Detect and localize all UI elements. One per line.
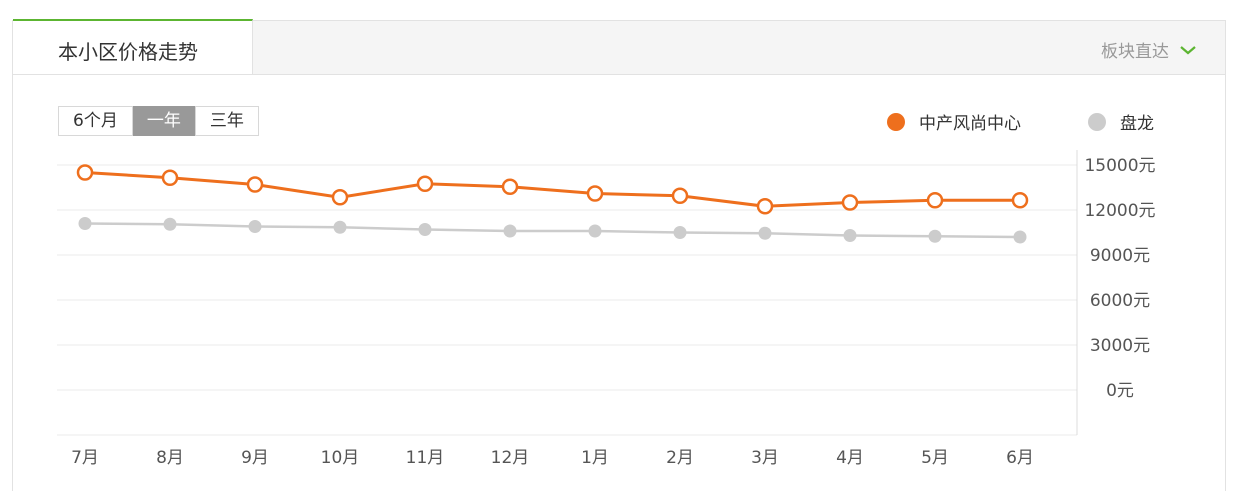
x-tick-label: 5月 xyxy=(921,448,949,468)
legend-dot-series-2 xyxy=(1088,112,1106,131)
data-point xyxy=(333,220,347,234)
chevron-down-icon xyxy=(1180,45,1196,54)
data-point xyxy=(246,176,264,193)
panel-header: 本小区价格走势 板块直达 xyxy=(13,19,1225,75)
data-point xyxy=(1011,192,1029,209)
period-3-years-button[interactable]: 三年 xyxy=(194,106,258,136)
block-direct-link[interactable]: 板块直达 xyxy=(1101,37,1197,62)
data-point xyxy=(926,192,944,209)
data-point xyxy=(331,189,349,206)
x-tick-label: 11月 xyxy=(406,448,445,468)
tab-price-trend-label: 本小区价格走势 xyxy=(58,40,198,64)
data-point xyxy=(161,169,179,186)
data-point xyxy=(501,178,519,195)
data-point xyxy=(758,226,772,240)
data-point xyxy=(586,185,604,202)
x-tick-label: 2月 xyxy=(666,448,694,468)
data-point xyxy=(76,164,94,181)
x-tick-label: 8月 xyxy=(156,448,184,468)
data-point xyxy=(843,229,857,242)
x-tick-label: 3月 xyxy=(751,448,779,468)
data-point xyxy=(503,224,517,238)
x-tick-label: 4月 xyxy=(836,448,864,468)
y-tick-label: 6000元 xyxy=(1090,291,1150,311)
data-point xyxy=(163,217,177,231)
x-tick-label: 12月 xyxy=(491,448,530,468)
data-point xyxy=(418,223,432,236)
block-direct-label: 板块直达 xyxy=(1101,42,1169,62)
period-selector: 6个月 一年 三年 xyxy=(58,106,259,136)
data-point xyxy=(756,198,774,215)
series-line-2 xyxy=(84,222,1021,239)
data-point xyxy=(78,217,92,230)
y-tick-label: 9000元 xyxy=(1090,246,1150,266)
y-tick-label: 0元 xyxy=(1106,381,1134,401)
y-tick-label: 12000元 xyxy=(1084,201,1155,221)
period-1-year-button[interactable]: 一年 xyxy=(131,106,195,136)
data-point xyxy=(671,187,689,204)
data-point xyxy=(928,229,942,243)
legend-label-series-2: 盘龙 xyxy=(1120,114,1154,134)
tab-price-trend[interactable]: 本小区价格走势 xyxy=(13,19,253,74)
data-point xyxy=(416,175,434,192)
x-tick-label: 9月 xyxy=(241,448,269,468)
series-line-1 xyxy=(84,171,1020,208)
legend-label-series-1: 中产风尚中心 xyxy=(919,114,1021,134)
x-tick-label: 1月 xyxy=(581,448,609,468)
x-tick-label: 10月 xyxy=(321,448,360,468)
legend-item-series-2[interactable]: 盘龙 xyxy=(1088,109,1154,134)
data-point xyxy=(588,224,602,238)
price-line-chart: 15000元 12000元 9000元 6000元 3000元 0元 7月 8月 9月 10月 11… xyxy=(57,150,1156,468)
x-tick-label: 7月 xyxy=(71,448,99,468)
y-tick-label: 15000元 xyxy=(1084,156,1155,176)
data-point xyxy=(248,220,262,233)
data-point xyxy=(1013,230,1027,244)
legend-item-series-1[interactable]: 中产风尚中心 xyxy=(887,109,1021,134)
data-point xyxy=(841,194,859,211)
x-tick-label: 6月 xyxy=(1006,448,1034,468)
legend-dot-series-1 xyxy=(887,112,905,131)
y-tick-label: 3000元 xyxy=(1090,336,1150,356)
period-6-months-button[interactable]: 6个月 xyxy=(73,111,118,131)
data-point xyxy=(673,226,687,239)
